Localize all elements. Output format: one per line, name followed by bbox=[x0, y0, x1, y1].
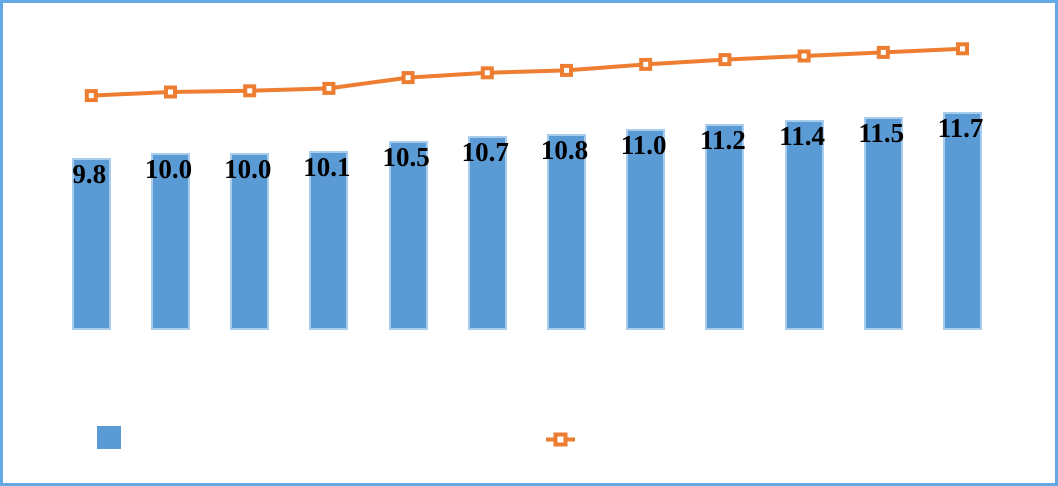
line-marker-center bbox=[247, 88, 253, 94]
legend-line-marker-center bbox=[557, 436, 564, 443]
line-marker-center bbox=[880, 49, 886, 55]
bar-value-label: 11.2 bbox=[700, 125, 746, 156]
line-marker-center bbox=[326, 85, 332, 91]
trend-line bbox=[91, 46, 963, 98]
bar bbox=[467, 136, 507, 330]
bar-value-label: 10.8 bbox=[540, 135, 589, 165]
bar-value-label: 10.0 bbox=[224, 154, 272, 185]
line-marker-center bbox=[88, 93, 94, 99]
bar bbox=[151, 153, 190, 330]
line-marker-center bbox=[168, 89, 173, 95]
bar bbox=[705, 124, 745, 330]
bar-value-label: 10.1 bbox=[303, 151, 351, 182]
bar bbox=[71, 158, 111, 330]
bar-value-label: 10.5 bbox=[382, 142, 430, 173]
line-marker-center bbox=[405, 75, 411, 81]
bar-value-label: 11.0 bbox=[620, 130, 667, 161]
bar-value-label: 10.7 bbox=[461, 137, 509, 168]
line-marker-center bbox=[643, 61, 649, 67]
bar-value-label: 11.7 bbox=[937, 113, 984, 144]
bar bbox=[388, 141, 428, 330]
line-marker-center bbox=[801, 53, 807, 59]
line-marker-center bbox=[564, 67, 569, 73]
bar bbox=[547, 134, 586, 330]
line-marker-center bbox=[484, 70, 490, 76]
bar bbox=[863, 117, 903, 330]
bar bbox=[784, 119, 824, 330]
bar bbox=[230, 153, 270, 330]
bar bbox=[309, 150, 349, 330]
bar-value-label: 11.5 bbox=[858, 118, 905, 149]
bar-value-label: 9.8 bbox=[72, 159, 107, 189]
legend-bar-swatch bbox=[97, 426, 121, 449]
line-marker-center bbox=[960, 46, 965, 52]
line-marker-center bbox=[722, 57, 728, 63]
bar-value-label: 10.0 bbox=[144, 154, 193, 185]
bar-value-label: 11.4 bbox=[779, 120, 825, 151]
bar bbox=[626, 129, 666, 330]
bar bbox=[943, 112, 982, 330]
legend-line-swatch bbox=[546, 432, 575, 447]
